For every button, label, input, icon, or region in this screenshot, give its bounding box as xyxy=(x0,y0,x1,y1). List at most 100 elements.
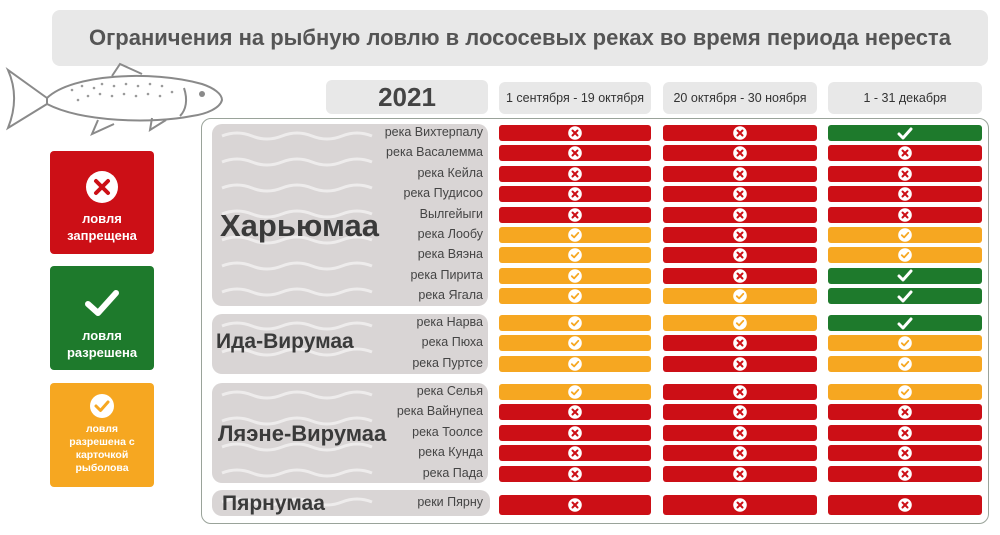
check-icon xyxy=(897,269,913,282)
check-circle-icon xyxy=(568,289,582,303)
check-circle-icon xyxy=(568,316,582,330)
status-cell xyxy=(499,247,651,264)
status-cell xyxy=(828,424,982,441)
check-circle-icon xyxy=(568,228,582,242)
status-cell xyxy=(499,227,651,243)
river-name: река Тоолсе xyxy=(412,424,483,439)
legend-label: запрещена xyxy=(67,228,137,243)
status-cell xyxy=(663,495,817,515)
check-circle-icon xyxy=(568,268,582,283)
x-icon xyxy=(733,356,747,371)
legend-allowed: ловля разрешена xyxy=(50,266,154,370)
river-name: река Нарва xyxy=(416,315,483,329)
status-cell xyxy=(663,288,817,305)
status-cell xyxy=(499,445,651,462)
river-name: река Пирита xyxy=(410,267,483,282)
status-cell xyxy=(663,186,817,203)
status-cell xyxy=(499,206,651,223)
region-name: Ида-Вирумаа xyxy=(216,330,354,353)
status-cell xyxy=(663,125,817,141)
check-circle-icon xyxy=(90,394,114,418)
x-icon xyxy=(733,146,747,161)
check-circle-icon xyxy=(568,356,582,371)
status-cell xyxy=(663,165,817,182)
status-cell xyxy=(828,165,982,182)
region-panel xyxy=(212,383,488,483)
status-cell xyxy=(663,315,817,331)
status-cell xyxy=(499,424,651,441)
period-header-1: 1 сентября - 19 октября xyxy=(499,82,651,114)
status-cell xyxy=(828,315,982,331)
check-circle-icon xyxy=(898,336,912,351)
river-name: река Вайнупеа xyxy=(396,404,483,419)
wave-decoration xyxy=(221,131,373,297)
x-icon xyxy=(898,405,912,420)
x-icon xyxy=(733,228,747,242)
legend-label: ловля xyxy=(82,211,122,226)
status-cell xyxy=(828,384,982,400)
period-header-2: 20 октября - 30 ноября xyxy=(663,82,817,114)
river-name: река Васалемма xyxy=(386,145,483,160)
region-name: Пярнумаа xyxy=(222,492,325,515)
river-name: реки Пярну xyxy=(417,495,483,509)
x-icon xyxy=(898,187,912,201)
check-icon xyxy=(897,127,913,139)
status-cell xyxy=(499,335,651,352)
river-name: река Пудисоо xyxy=(403,186,483,201)
status-cell xyxy=(663,335,817,352)
status-cell xyxy=(828,206,982,223)
check-circle-icon xyxy=(568,248,582,263)
status-cell xyxy=(499,186,651,203)
status-cell xyxy=(828,267,982,284)
status-cell xyxy=(828,495,982,515)
check-circle-icon xyxy=(733,289,747,303)
x-icon xyxy=(733,248,747,263)
x-icon xyxy=(568,146,582,161)
check-circle-icon xyxy=(898,248,912,263)
x-icon xyxy=(733,405,747,420)
wave-decoration xyxy=(221,390,373,478)
status-cell xyxy=(663,384,817,400)
x-icon xyxy=(898,207,912,222)
x-icon xyxy=(733,268,747,283)
region-name: Харьюмаа xyxy=(220,208,379,243)
x-icon xyxy=(568,425,582,440)
river-name: река Пюха xyxy=(421,335,483,350)
x-icon xyxy=(733,126,747,140)
check-icon xyxy=(897,317,913,329)
status-cell xyxy=(499,465,651,482)
x-icon xyxy=(898,146,912,161)
x-icon xyxy=(733,336,747,351)
status-cell xyxy=(828,355,982,372)
status-cell xyxy=(499,165,651,182)
x-icon xyxy=(898,498,912,512)
status-cell xyxy=(663,355,817,372)
wave-decoration xyxy=(221,321,373,357)
status-cell xyxy=(828,145,982,162)
region-panel xyxy=(212,124,488,306)
x-icon xyxy=(733,466,747,481)
x-icon xyxy=(86,171,118,203)
region-panel xyxy=(212,490,490,516)
status-cell xyxy=(499,125,651,141)
legend-allowed-with-card: ловля разрешена с карточкой рыболова xyxy=(50,383,154,487)
legend-label: разрешена xyxy=(66,345,138,360)
status-cell xyxy=(663,206,817,223)
x-icon xyxy=(568,466,582,481)
x-icon xyxy=(733,425,747,440)
x-icon xyxy=(898,446,912,460)
river-name: река Кунда xyxy=(418,445,483,460)
period-header-3: 1 - 31 декабря xyxy=(828,82,982,114)
status-cell xyxy=(828,465,982,482)
status-cell xyxy=(499,355,651,372)
x-icon xyxy=(733,187,747,201)
x-icon xyxy=(733,385,747,399)
salmon-fish-icon xyxy=(5,62,224,136)
status-cell xyxy=(828,125,982,141)
status-cell xyxy=(828,335,982,352)
river-name: река Селья xyxy=(416,384,483,398)
status-cell xyxy=(663,404,817,421)
status-cell xyxy=(663,227,817,243)
legend-forbidden: ловля запрещена xyxy=(50,151,154,254)
wave-decoration xyxy=(221,497,373,507)
